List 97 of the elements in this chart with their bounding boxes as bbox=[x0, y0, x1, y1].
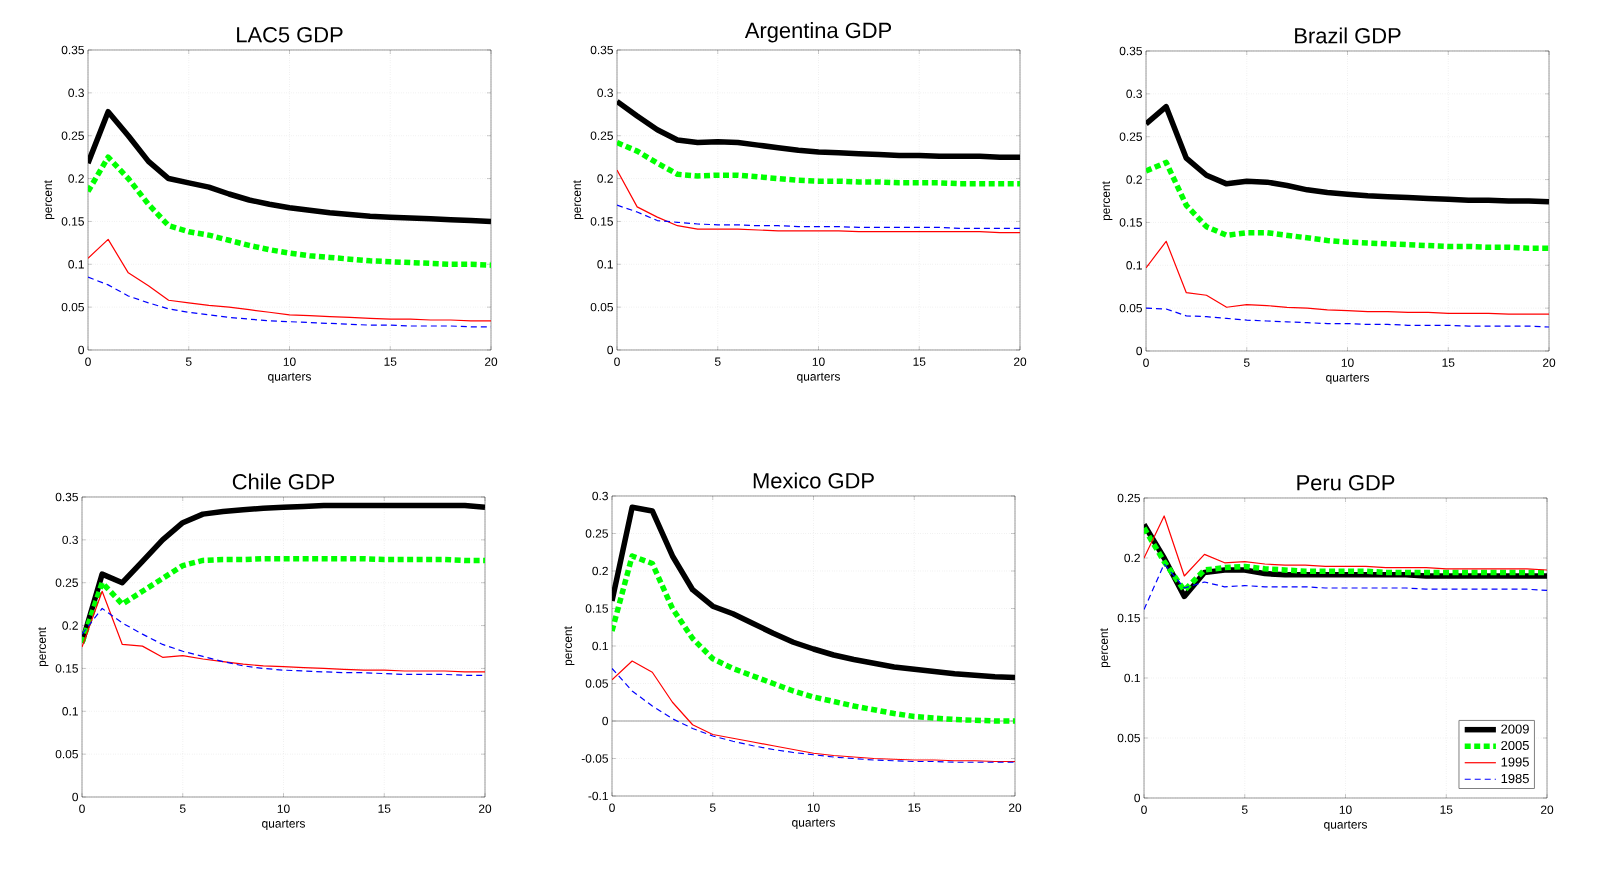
legend-label: 2005 bbox=[1501, 740, 1529, 751]
y-tick-label: 0.2 bbox=[597, 174, 613, 183]
y-axis-title: percent bbox=[1100, 628, 1111, 668]
y-tick-label: 0.2 bbox=[62, 621, 78, 630]
x-axis-title: quarters bbox=[797, 372, 840, 384]
y-axis-title: percent bbox=[44, 180, 55, 220]
y-axis-title: percent bbox=[38, 627, 49, 667]
x-tick-label: 10 bbox=[283, 357, 296, 366]
y-tick-label: 0.15 bbox=[590, 217, 613, 226]
x-tick-label: 0 bbox=[85, 357, 91, 366]
x-tick-label: 15 bbox=[1440, 805, 1453, 814]
x-tick-label: 15 bbox=[908, 803, 921, 812]
x-tick-label: 5 bbox=[179, 804, 186, 813]
x-tick-label: 5 bbox=[714, 357, 721, 366]
y-tick-label: 0 bbox=[72, 792, 79, 802]
y-tick-label: -0.1 bbox=[588, 791, 608, 801]
y-tick-label: 0.15 bbox=[61, 217, 84, 226]
y-tick-label: 0.05 bbox=[590, 302, 613, 312]
x-tick-label: 5 bbox=[709, 803, 716, 812]
x-axis-title: quarters bbox=[1324, 820, 1368, 832]
y-tick-label: -0.05 bbox=[581, 754, 608, 763]
x-tick-label: 10 bbox=[812, 357, 825, 366]
y-tick-label: 0.15 bbox=[55, 664, 78, 673]
x-tick-label: 10 bbox=[1341, 358, 1354, 367]
y-tick-label: 0.15 bbox=[1119, 218, 1142, 227]
y-tick-label: 0.1 bbox=[592, 641, 608, 651]
y-tick-label: 0 bbox=[607, 345, 614, 355]
y-tick-label: 0.1 bbox=[1124, 673, 1140, 683]
x-axis-title: quarters bbox=[268, 372, 311, 384]
x-tick-label: 10 bbox=[277, 804, 290, 813]
y-axis-title: percent bbox=[573, 180, 584, 220]
x-axis-title: quarters bbox=[792, 818, 835, 830]
x-tick-label: 10 bbox=[807, 803, 820, 812]
y-tick-label: 0.35 bbox=[1119, 46, 1142, 56]
y-tick-label: 0.05 bbox=[1117, 733, 1140, 743]
y-tick-label: 0.1 bbox=[1126, 261, 1142, 270]
x-tick-label: 15 bbox=[913, 357, 926, 366]
y-tick-label: 0.05 bbox=[55, 749, 78, 759]
y-tick-label: 0.25 bbox=[55, 578, 78, 587]
y-tick-label: 0.2 bbox=[1124, 553, 1140, 563]
y-tick-label: 0 bbox=[1134, 793, 1141, 803]
chart-title: Brazil GDP bbox=[1295, 27, 1401, 44]
line-series bbox=[88, 238, 491, 322]
y-tick-label: 0.3 bbox=[597, 88, 613, 98]
y-tick-label: 0.05 bbox=[585, 679, 608, 688]
y-tick-label: 0.3 bbox=[62, 535, 78, 545]
y-tick-label: 0.25 bbox=[1117, 493, 1140, 503]
x-axis-title: quarters bbox=[1326, 373, 1370, 385]
y-tick-label: 0 bbox=[78, 345, 85, 355]
legend-label: 1995 bbox=[1501, 757, 1529, 767]
x-axis-title: quarters bbox=[262, 819, 305, 831]
x-tick-label: 15 bbox=[1442, 358, 1455, 367]
chart-title: Mexico GDP bbox=[753, 472, 874, 489]
y-tick-label: 0.3 bbox=[592, 491, 608, 501]
y-tick-label: 0.2 bbox=[592, 566, 608, 576]
y-tick-label: 0.1 bbox=[597, 260, 613, 269]
x-tick-label: 20 bbox=[484, 357, 498, 366]
legend-label: 2009 bbox=[1501, 724, 1529, 734]
y-tick-label: 0.3 bbox=[68, 88, 84, 98]
x-tick-label: 20 bbox=[478, 804, 492, 813]
x-tick-label: 15 bbox=[378, 804, 391, 813]
chart-title: Chile GDP bbox=[232, 473, 335, 490]
x-tick-label: 10 bbox=[1339, 805, 1352, 814]
y-tick-label: 0.35 bbox=[55, 492, 78, 502]
y-tick-label: 0.2 bbox=[1126, 175, 1142, 184]
y-tick-label: 0 bbox=[602, 716, 609, 726]
y-axis-title: percent bbox=[1102, 181, 1113, 221]
y-tick-label: 0.15 bbox=[585, 604, 608, 613]
chart-title: Peru GDP bbox=[1297, 474, 1395, 491]
y-tick-label: 0.35 bbox=[590, 45, 613, 55]
x-tick-label: 5 bbox=[185, 357, 192, 366]
x-tick-label: 0 bbox=[1143, 358, 1149, 367]
y-tick-label: 0.25 bbox=[590, 131, 613, 140]
chart-title: LAC5 GDP bbox=[237, 26, 343, 43]
y-tick-label: 0.25 bbox=[585, 529, 608, 538]
y-tick-label: 0.2 bbox=[68, 174, 84, 183]
y-tick-label: 0.35 bbox=[61, 45, 84, 55]
x-tick-label: 5 bbox=[1241, 805, 1248, 814]
y-tick-label: 0 bbox=[1136, 346, 1143, 356]
y-tick-label: 0.1 bbox=[62, 707, 78, 716]
x-tick-label: 20 bbox=[1542, 358, 1556, 367]
y-axis-title: percent bbox=[564, 626, 575, 666]
x-tick-label: 5 bbox=[1243, 358, 1250, 367]
y-tick-label: 0.25 bbox=[1119, 132, 1142, 141]
y-tick-label: 0.1 bbox=[68, 260, 84, 269]
x-tick-label: 20 bbox=[1013, 357, 1027, 366]
y-tick-label: 0.3 bbox=[1126, 89, 1142, 99]
legend-label: 1985 bbox=[1501, 773, 1529, 784]
y-tick-label: 0.15 bbox=[1117, 613, 1140, 623]
x-tick-label: 15 bbox=[384, 357, 397, 366]
x-tick-label: 0 bbox=[614, 357, 620, 366]
x-tick-label: 20 bbox=[1008, 803, 1022, 812]
y-tick-label: 0.05 bbox=[61, 302, 84, 312]
y-tick-label: 0.05 bbox=[1119, 303, 1142, 313]
chart-title: Argentina GDP bbox=[744, 22, 892, 43]
y-tick-label: 0.25 bbox=[61, 131, 84, 140]
x-tick-label: 20 bbox=[1540, 805, 1554, 814]
